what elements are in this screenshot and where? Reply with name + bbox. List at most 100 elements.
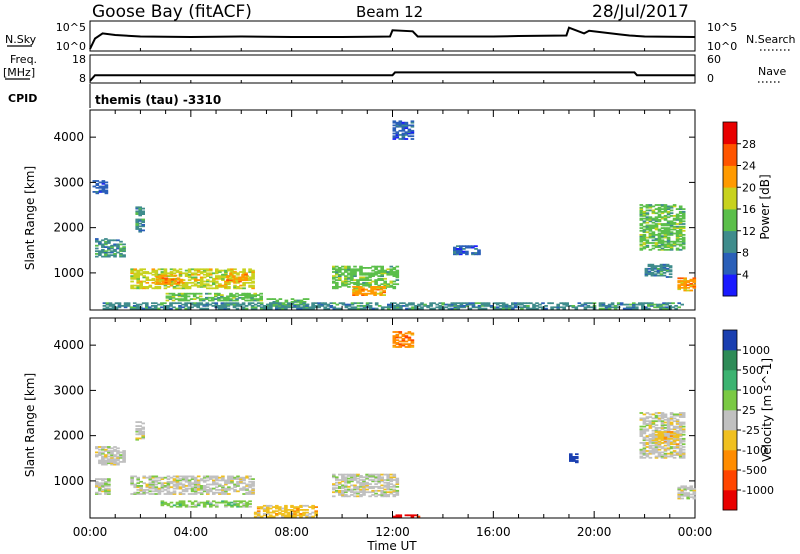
power-cell xyxy=(293,299,298,302)
power-cell xyxy=(187,269,192,272)
power-cell xyxy=(654,204,659,206)
velocity-cell xyxy=(407,346,412,348)
power-cell xyxy=(164,278,169,281)
velocity-cell xyxy=(122,459,126,462)
power-cell xyxy=(314,305,318,307)
velocity-cell xyxy=(209,503,213,505)
power-cell xyxy=(335,307,340,310)
velocity-cell xyxy=(199,489,204,491)
velocity-cell xyxy=(377,475,381,477)
velocity-cell xyxy=(377,479,381,481)
power-cell xyxy=(335,271,339,273)
power-cell xyxy=(155,276,160,278)
velocity-cell xyxy=(332,476,336,479)
power-cell xyxy=(651,217,656,220)
velocity-cell xyxy=(175,476,180,479)
power-cell xyxy=(638,302,642,305)
velocity-cell xyxy=(160,485,165,487)
power-colorbar-swatch xyxy=(723,209,737,232)
power-cell xyxy=(648,217,653,220)
velocity-cell xyxy=(660,439,665,442)
velocity-cell xyxy=(374,492,378,495)
velocity-cell xyxy=(368,473,372,476)
power-cell xyxy=(632,307,636,310)
power-cell xyxy=(675,232,680,235)
power-cell xyxy=(386,284,390,287)
power-cell xyxy=(374,267,378,269)
power-cell xyxy=(352,292,356,295)
power-cell xyxy=(183,294,188,296)
velocity-cell xyxy=(130,479,134,482)
power-cell xyxy=(148,279,153,281)
power-cell xyxy=(462,302,467,305)
power-cell xyxy=(395,125,400,128)
velocity-cell xyxy=(395,492,400,495)
power-cell xyxy=(353,302,358,305)
power-cell xyxy=(683,280,687,282)
power-cell xyxy=(95,182,100,185)
power-cell xyxy=(176,281,181,284)
power-cell xyxy=(395,121,400,124)
velocity-cell xyxy=(675,432,680,435)
velocity-cell xyxy=(642,444,647,447)
power-cell xyxy=(456,305,461,307)
power-cell xyxy=(660,229,665,232)
power-cell xyxy=(462,306,467,309)
power-cell xyxy=(644,306,648,309)
power-cell xyxy=(401,124,406,127)
velocity-cell xyxy=(392,346,397,348)
power-cell xyxy=(350,303,355,306)
power-cell xyxy=(644,270,649,273)
velocity-cell xyxy=(669,433,674,436)
power-cell xyxy=(383,281,387,284)
velocity-cell xyxy=(122,450,126,452)
power-cell xyxy=(139,286,143,288)
velocity-cell xyxy=(338,479,342,481)
velocity-cell xyxy=(101,489,105,491)
power-cell xyxy=(256,305,261,307)
velocity-cell xyxy=(642,443,647,446)
power-cell xyxy=(199,302,203,305)
power-cell xyxy=(395,131,400,134)
power-cell xyxy=(241,294,245,296)
velocity-cell xyxy=(678,447,683,450)
velocity-cell xyxy=(239,479,243,482)
power-cell xyxy=(158,277,163,280)
power-cell xyxy=(107,247,111,250)
velocity-cell xyxy=(401,337,406,340)
power-cell xyxy=(326,303,331,306)
power-cell xyxy=(187,279,192,281)
power-cell xyxy=(650,274,655,277)
velocity-colorbar-swatch xyxy=(723,350,737,371)
power-cell xyxy=(314,302,318,305)
velocity-cell xyxy=(181,483,186,486)
velocity-colorbar-swatch xyxy=(723,390,737,411)
velocity-cell xyxy=(657,420,662,423)
velocity-cell xyxy=(218,485,222,487)
nsky-tick-bottom: 10^0 xyxy=(56,40,86,53)
power-cell xyxy=(368,273,372,276)
power-cell xyxy=(196,305,200,307)
velocity-cell xyxy=(362,484,366,487)
velocity-cell xyxy=(107,462,111,465)
velocity-cell xyxy=(401,339,406,342)
power-cell xyxy=(401,135,406,138)
power-cell xyxy=(380,265,384,268)
velocity-cell xyxy=(142,493,146,495)
velocity-cell xyxy=(135,429,139,432)
power-cell xyxy=(426,305,430,307)
power-cell xyxy=(356,284,360,287)
power-cell xyxy=(227,281,231,284)
velocity-cell xyxy=(645,435,650,437)
power-cell xyxy=(201,298,206,300)
power-cell xyxy=(647,273,652,276)
velocity-cell xyxy=(299,509,303,511)
velocity-cell xyxy=(648,444,653,447)
power-cell xyxy=(380,307,385,310)
velocity-cell xyxy=(215,489,219,491)
power-cell xyxy=(665,263,670,266)
power-cell xyxy=(180,298,185,300)
power-cell xyxy=(663,223,668,225)
power-cell xyxy=(141,207,145,210)
power-cell xyxy=(657,213,662,216)
